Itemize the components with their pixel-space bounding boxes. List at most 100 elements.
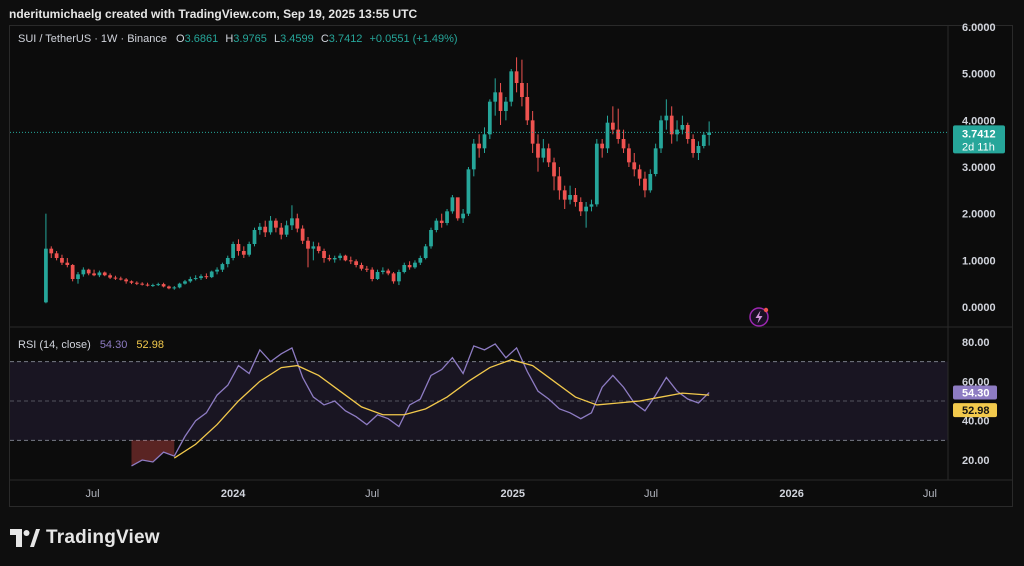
candle [151,283,155,287]
candle [391,272,396,284]
candle [423,244,428,260]
candle [327,254,332,262]
candle [274,218,278,233]
candle-body [193,278,198,280]
candle-body [643,178,647,191]
rsi-tick-label: 80.00 [962,337,990,349]
candle-body [92,273,96,276]
candle-body [306,240,310,249]
candle-body [546,148,551,163]
candle [482,127,487,153]
candle [257,223,262,235]
candle [536,134,540,172]
candle-body [322,251,326,258]
candle [348,256,353,265]
candle-body [167,286,171,289]
candle-body [509,71,514,102]
candle [466,167,471,216]
rsi-value: 54.30 [99,339,128,351]
candle [610,106,615,135]
candle-body [300,228,305,241]
price-tick-label: 5.0000 [962,69,996,81]
candle [364,265,369,272]
rsi-label[interactable]: RSI (14, close) [18,339,91,351]
candle [541,139,546,163]
candle-body [359,265,364,269]
candle-body [466,169,471,214]
candle [215,267,219,275]
candle-body [177,283,182,288]
price-tick-label: 6.0000 [962,22,996,34]
candle-body [514,71,519,83]
close-value: 3.7412 [328,33,363,45]
candle [557,167,562,200]
candle-body [669,115,674,135]
candle [600,139,605,158]
candle-body [455,197,460,219]
candle [49,246,54,258]
candle-body [397,272,401,282]
price-tick-label: 3.0000 [962,162,996,174]
candle-body [97,272,102,276]
candle [183,279,187,285]
candle-body [375,272,380,279]
candle [338,253,342,261]
candle [407,261,412,270]
candle [643,171,647,198]
rsi-badge-bg [953,385,997,400]
candle [145,282,150,287]
candle [209,270,214,279]
rsi-ma-badge-text: 52.98 [962,405,990,417]
candle-body [145,284,150,286]
candle-body [471,143,476,170]
candle [701,132,706,149]
candle-body [402,265,407,272]
candle-body [268,220,273,233]
candle [509,69,514,107]
candle [397,269,401,286]
symbol-info: SUI / TetherUS · 1W · Binance O3.6861 H3… [18,33,458,45]
candle-body [434,220,439,230]
tradingview-logo[interactable]: TradingView [10,526,160,550]
candle [76,272,80,284]
rsi-ma-badge-bg [953,403,997,418]
candle [386,268,391,276]
time-tick-label: Jul [365,488,379,500]
candle-body [151,285,155,287]
candle-body [557,176,562,191]
lightning-badge-icon[interactable] [749,307,769,327]
candle-body [70,265,75,279]
candle-body [691,139,695,153]
candle-body [54,253,59,258]
candle [290,205,294,230]
candle-body [525,97,530,121]
candle-body [450,197,455,212]
high-value: 3.9765 [233,33,267,45]
candle [616,108,621,144]
candle-body [348,260,353,262]
candle [306,237,310,268]
candle-body [552,162,556,177]
candle-body [295,218,300,229]
candle [589,199,594,212]
candle [204,273,209,279]
candle-body [60,258,64,263]
candle-body [386,270,391,274]
candle [188,276,193,283]
candle [487,99,492,139]
candle [680,115,685,135]
candle [546,143,551,167]
candle [134,281,139,286]
candle-body [493,92,498,102]
candle [653,143,658,177]
candle [231,241,235,261]
candle [108,273,112,279]
candle-body [616,129,621,139]
candle [594,139,599,207]
candle [632,153,637,177]
chart-panel[interactable] [9,25,1013,507]
candle-body [413,262,417,268]
symbol-name[interactable]: SUI / TetherUS · 1W · Binance [18,33,167,45]
candle-body [172,287,177,289]
